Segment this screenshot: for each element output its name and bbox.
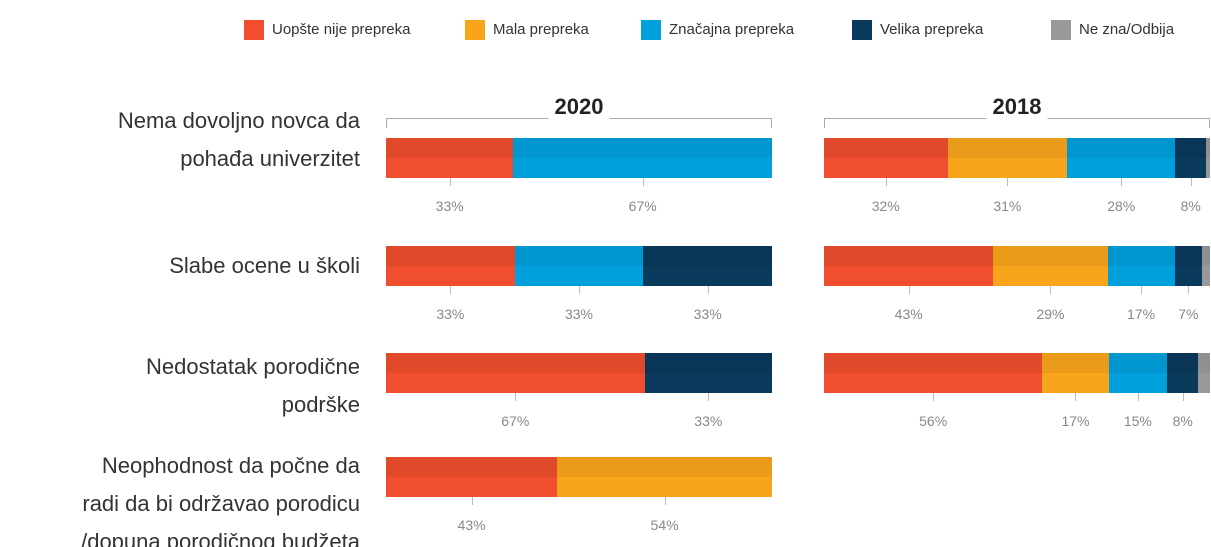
value-label: 43% xyxy=(894,306,923,322)
label-tick xyxy=(642,178,644,186)
value-label: 54% xyxy=(650,517,679,533)
legend-swatch xyxy=(465,20,485,40)
bar-segment xyxy=(1206,138,1210,178)
legend-label: Značajna prepreka xyxy=(669,21,795,38)
bar-segment xyxy=(386,457,558,497)
bar-segment xyxy=(386,353,645,393)
label-tick xyxy=(1075,393,1077,401)
value-label: 8% xyxy=(1172,413,1193,429)
value-label: 29% xyxy=(1036,306,1065,322)
bar-segment xyxy=(1067,138,1176,178)
bar-segment xyxy=(824,353,1043,393)
category-label: Neophodnost da počne da radi da bi održa… xyxy=(81,453,360,547)
legend-swatch xyxy=(1051,20,1071,40)
label-tick xyxy=(933,393,935,401)
value-label: 28% xyxy=(1107,198,1136,214)
bar-segment xyxy=(1202,246,1210,286)
value-label: 43% xyxy=(457,517,486,533)
label-tick xyxy=(908,286,910,294)
label-tick xyxy=(1121,178,1123,186)
legend-label: Mala prepreka xyxy=(493,21,589,38)
label-tick xyxy=(471,497,473,505)
panel-title: 2018 xyxy=(986,94,1048,120)
value-label: 33% xyxy=(436,306,465,322)
bar-segment xyxy=(513,138,772,178)
legend-swatch xyxy=(641,20,661,40)
value-label: 15% xyxy=(1123,413,1152,429)
value-label: 33% xyxy=(694,413,723,429)
label-tick xyxy=(449,178,451,186)
label-tick xyxy=(1137,393,1139,401)
bar-segment xyxy=(824,246,994,286)
label-tick xyxy=(885,178,887,186)
label-tick xyxy=(1007,178,1009,186)
label-tick xyxy=(1188,286,1190,294)
bar-segment xyxy=(386,138,514,178)
legend-swatch xyxy=(244,20,264,40)
bar-segment xyxy=(1198,353,1210,393)
value-label: 67% xyxy=(628,198,657,214)
panel-title: 2020 xyxy=(548,94,610,120)
value-label: 17% xyxy=(1061,413,1090,429)
bar-segment xyxy=(947,138,1068,178)
label-tick xyxy=(515,393,517,401)
label-tick xyxy=(708,393,710,401)
label-tick xyxy=(450,286,452,294)
bar-segment xyxy=(1107,246,1175,286)
label-tick xyxy=(1190,178,1192,186)
value-label: 33% xyxy=(564,306,594,322)
bar-segment xyxy=(1167,353,1199,393)
bar-segment xyxy=(514,246,644,286)
category-label: Slabe ocene u školi xyxy=(169,253,360,278)
label-tick xyxy=(1050,286,1052,294)
legend-label: Velika prepreka xyxy=(880,21,984,38)
bar-segment xyxy=(1174,246,1203,286)
value-label: 32% xyxy=(871,198,900,214)
category-label: Nema dovoljno novca da pohađa univerzite… xyxy=(117,108,360,171)
bar-segment xyxy=(1175,138,1207,178)
value-label: 56% xyxy=(919,413,948,429)
bar-segment xyxy=(1042,353,1109,393)
bar-segment xyxy=(1108,353,1168,393)
bar-segment xyxy=(644,353,772,393)
label-tick xyxy=(707,286,709,294)
bar-segment xyxy=(643,246,772,286)
legend-label: Uopšte nije prepreka xyxy=(272,21,411,38)
label-tick xyxy=(579,286,580,294)
value-label: 7% xyxy=(1178,306,1199,322)
value-label: 31% xyxy=(993,198,1022,214)
label-tick xyxy=(1141,286,1143,294)
value-label: 67% xyxy=(501,413,530,429)
value-label: 17% xyxy=(1127,306,1156,322)
value-label: 33% xyxy=(693,306,722,322)
legend-label: Ne zna/Odbija xyxy=(1079,21,1175,38)
legend-swatch xyxy=(852,20,872,40)
value-label: 8% xyxy=(1180,198,1201,214)
bar-segment xyxy=(993,246,1108,286)
label-tick xyxy=(664,497,666,505)
bar-segment xyxy=(386,246,515,286)
bar-segment xyxy=(824,138,948,178)
bar-segment xyxy=(557,457,772,497)
label-tick xyxy=(1182,393,1184,401)
value-label: 33% xyxy=(435,198,464,214)
category-label: Nedostatak porodične podrške xyxy=(145,354,360,417)
